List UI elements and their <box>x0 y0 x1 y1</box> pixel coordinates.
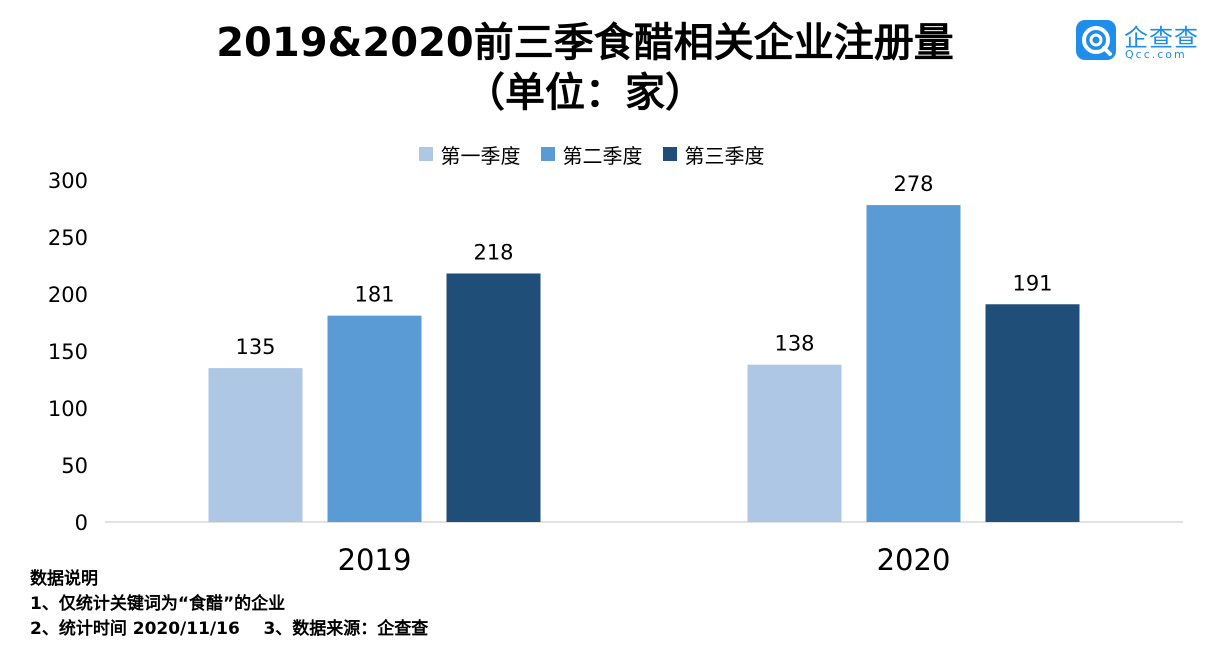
y-tick-label: 200 <box>48 283 88 307</box>
legend-item: 第三季度 <box>662 140 765 168</box>
data-label: 135 <box>235 335 275 359</box>
notes-line-1: 1、仅统计关键词为“食醋”的企业 <box>30 594 286 614</box>
notes-heading: 数据说明 <box>30 569 98 589</box>
data-label: 181 <box>354 283 394 307</box>
bar <box>866 205 961 522</box>
bar-chart: 0 50 100 150 200 250 300 135 181 218 2019 138 278 191… <box>48 169 1183 577</box>
logo-text: 企查查 <box>1124 24 1199 52</box>
y-tick-label: 100 <box>48 397 88 421</box>
legend-item: 第二季度 <box>540 140 643 168</box>
y-tick-label: 300 <box>48 169 88 193</box>
chart-title: 2019&2020前三季食醋相关企业注册量 <box>216 20 954 66</box>
chart-subtitle: （单位：家） <box>465 70 705 116</box>
y-tick-label: 150 <box>48 340 88 364</box>
x-tick-label: 2019 <box>338 543 412 577</box>
y-tick-label: 50 <box>61 454 88 478</box>
bar <box>985 304 1080 522</box>
notes-line-2: 2、统计时间 2020/11/16 3、数据来源：企查查 <box>30 619 429 639</box>
logo-subtext: Qcc.com <box>1125 48 1187 61</box>
bar <box>747 364 842 522</box>
data-label: 278 <box>893 172 933 196</box>
qcc-logo: 企查查 Qcc.com <box>1076 14 1201 66</box>
legend-item: 第一季度 <box>418 140 521 168</box>
data-label: 218 <box>473 240 513 264</box>
legend-swatch <box>662 147 677 161</box>
data-label: 138 <box>774 332 814 356</box>
data-label: 191 <box>1012 271 1052 295</box>
y-tick-label: 0 <box>75 511 88 535</box>
data-notes: 数据说明 1、仅统计关键词为“食醋”的企业 2、统计时间 2020/11/16 … <box>30 567 428 642</box>
chart-legend: 第一季度 第二季度 第三季度 <box>0 140 1213 168</box>
y-tick-label: 250 <box>48 226 88 250</box>
bar <box>446 273 541 522</box>
bar <box>327 315 422 522</box>
bar <box>208 368 303 522</box>
legend-label: 第二季度 <box>562 143 643 168</box>
x-tick-label: 2020 <box>877 543 951 577</box>
legend-label: 第一季度 <box>440 143 521 168</box>
legend-label: 第三季度 <box>684 143 765 168</box>
legend-swatch <box>540 147 555 161</box>
legend-swatch <box>418 147 433 161</box>
qcc-logo-icon <box>1076 20 1116 60</box>
